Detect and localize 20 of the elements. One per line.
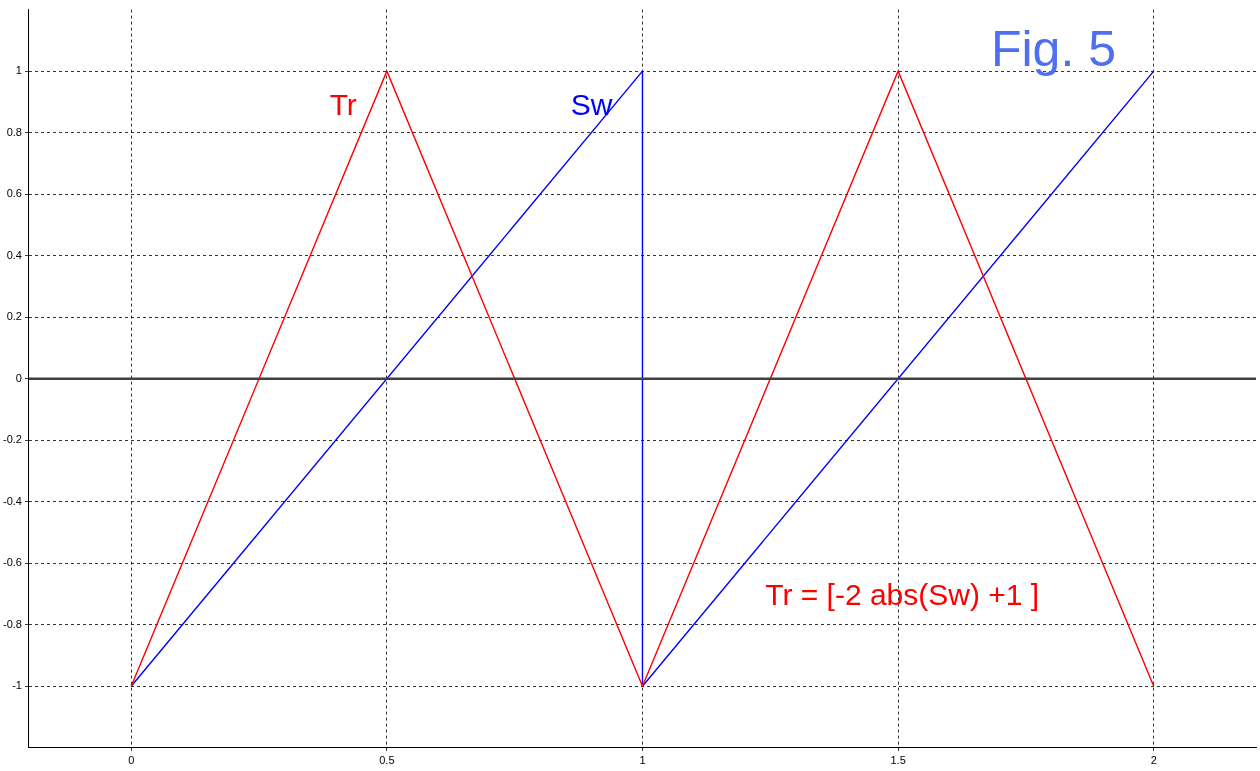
y-tick-label: -1 bbox=[12, 679, 22, 692]
y-tick-label: -0.4 bbox=[2, 494, 22, 507]
y-tick-label: -0.6 bbox=[2, 556, 22, 569]
y-tick-label: 0.2 bbox=[6, 310, 22, 323]
y-tick-label: 0.6 bbox=[6, 187, 22, 200]
x-tick-label: 0 bbox=[128, 754, 135, 767]
y-tick-label: -0.2 bbox=[2, 433, 22, 446]
y-tick-label: -0.8 bbox=[2, 617, 22, 630]
y-tick-label: 0.4 bbox=[6, 248, 22, 261]
series-label: Tr bbox=[329, 88, 357, 122]
x-tick-label: 0.5 bbox=[379, 754, 395, 767]
x-tick-label: 2 bbox=[1150, 754, 1157, 767]
x-tick-label: 1.5 bbox=[890, 754, 906, 767]
y-tick-label: 0 bbox=[15, 371, 22, 384]
y-tick-label: 1 bbox=[15, 64, 22, 77]
x-tick-label: 1 bbox=[639, 754, 646, 767]
chart-title: Fig. 5 bbox=[990, 21, 1116, 78]
y-tick-label: 0.8 bbox=[6, 125, 22, 138]
series-label: Sw bbox=[570, 88, 613, 122]
annotation: Tr = [-2 abs(Sw) +1 ] bbox=[765, 577, 1040, 611]
